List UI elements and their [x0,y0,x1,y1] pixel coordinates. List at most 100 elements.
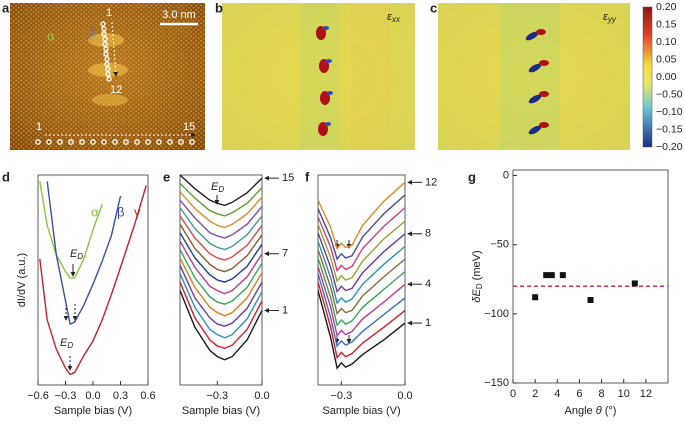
colorbar-label: 0.10 [656,36,677,48]
spectrum-line [179,290,263,361]
panel-label: d [2,169,10,184]
spectrum-line [179,191,263,229]
subscript: D [218,185,224,194]
colorbar [642,6,653,148]
spectrum-line [179,249,263,305]
x-tick-label: 0.6 [140,390,155,402]
colorbar-label: 0.05 [656,53,677,65]
spectrum-line [317,232,406,294]
series-label: 15 [282,172,294,184]
y-tick-label: −100 [484,308,509,320]
x-axis-label: Sample bias (V) [182,405,260,417]
annotation: ED [60,337,73,350]
subscript: yy [607,15,617,24]
series-label: 8 [425,228,431,240]
symbol: ε [603,11,608,23]
spectrum-line [179,174,263,207]
spectrum-line [179,215,263,261]
strain-map-yy [438,3,630,150]
spectrum-line [179,182,263,217]
x-tick-label: −0.3 [206,390,228,402]
spectrum-line [317,273,406,348]
x-tick-label: 2 [532,388,538,400]
x-axis-label: Sample bias (V) [54,405,132,417]
colorbar-label: 0.20 [656,1,677,13]
colorbar-label: −0.10 [656,106,683,118]
panel-label: b [215,0,223,15]
label-part: Angle [565,405,596,417]
label-part: δE [471,289,483,303]
y-tick-label: −50 [490,239,509,251]
data-point [631,280,638,287]
scale-bar-label: 3.0 nm [162,9,196,21]
spectrum-line [317,240,406,305]
x-tick-label: 0.0 [254,390,269,402]
symbol: E [211,181,219,193]
panel-label: e [163,169,170,184]
colorbar-label: 0.00 [656,71,677,83]
spectrum-line [317,207,406,273]
label-part: D [475,283,484,289]
spectrum-line [317,257,406,327]
annotation: ED [70,248,83,261]
x-tick-label: 0 [510,388,516,400]
spectrum-line [317,181,406,250]
x-tick-label: 0.0 [397,390,412,402]
x-tick-label: −0.6 [27,390,49,402]
annotation: ED [211,181,224,194]
stm-image [10,3,205,150]
x-axis-label: Sample bias (V) [322,405,400,417]
x-tick-label: −0.3 [330,390,352,402]
alpha-label: α [47,28,55,43]
spectrum-line [317,281,406,360]
x-tick-label: 0.0 [85,390,100,402]
spectrum-line [317,249,406,316]
spectrum-line [39,185,147,376]
colorbar-label: 0.15 [656,18,677,30]
spectrum-line [317,266,406,338]
series-label: 1 [282,304,288,316]
spectrum-line [179,199,263,239]
colorbar-label: −0.50 [656,88,683,100]
subscript: D [77,252,83,261]
colorbar-label: −0.20 [656,141,683,153]
panel-label: a [2,0,10,15]
y-tick-label: 0 [503,169,509,181]
label-part: (°) [602,405,617,417]
symbol: ε [387,11,392,23]
data-point [559,272,566,279]
data-point [587,297,594,304]
x-axis-label: Angle θ (°) [565,405,617,417]
y-axis-label: dI/dV (a.u.) [16,253,28,307]
label-part: (meV) [471,250,483,283]
data-point [543,272,550,279]
x-tick-label: 12 [640,388,652,400]
site-label: 15 [183,121,195,133]
label-part: θ [596,405,602,417]
symbol: E [70,248,78,260]
series-label: 12 [425,176,437,188]
plot-frame [317,174,406,386]
series-label: α [91,204,99,219]
series-label: γ [134,204,141,219]
data-point [532,294,539,301]
y-tick-label: −150 [484,377,509,389]
strain-label: εxx [387,11,401,24]
series-label: 1 [425,317,431,329]
spectrum-line [39,181,103,279]
spectrum-line [179,257,263,317]
panel-label: c [430,0,437,15]
subscript: D [67,341,73,350]
panel-label: f [305,169,310,184]
x-tick-label: −0.3 [55,390,77,402]
beta-label: β [88,24,95,39]
spectrum-line [179,265,263,327]
plot-frame [512,169,669,384]
spectrum-line [179,232,263,283]
plot-frame [179,174,263,386]
x-tick-label: 0.3 [113,390,128,402]
strain-label: εyy [603,11,617,24]
series-label: 4 [425,278,431,290]
spectrum-line [46,181,122,326]
